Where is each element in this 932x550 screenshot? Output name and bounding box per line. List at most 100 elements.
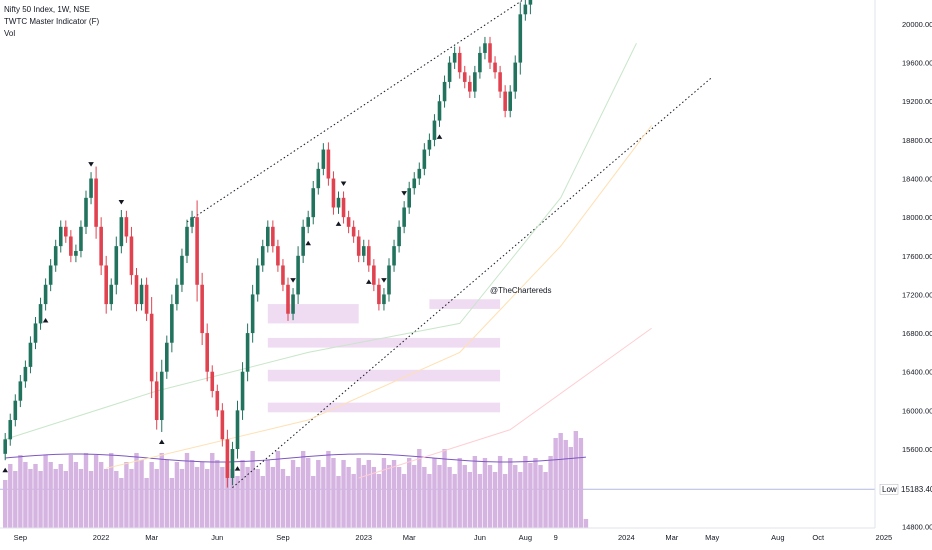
- volume-bar: [326, 451, 331, 528]
- candle-body: [149, 313, 154, 382]
- volume-bar: [3, 480, 8, 528]
- zone-rect: [267, 337, 501, 348]
- price-axis[interactable]: 23200.0022800.0022400.0021200.0020800.00…: [902, 0, 932, 550]
- trend-lines: [5, 0, 713, 489]
- volume-bar: [220, 467, 225, 528]
- volume-bar: [68, 455, 74, 528]
- volume-bar: [366, 460, 371, 528]
- x-tick-label: 2025: [876, 533, 893, 542]
- ma-line-orange: [106, 125, 652, 469]
- candle-body: [452, 52, 457, 63]
- candle-body: [119, 217, 124, 247]
- volume-bar: [568, 447, 573, 528]
- volume-bar: [482, 458, 488, 528]
- volume-bar: [205, 469, 210, 528]
- candle-body: [291, 294, 295, 314]
- volume-bar: [245, 467, 250, 528]
- candle-body: [306, 217, 310, 227]
- volume-bar: [467, 472, 472, 528]
- candle-body: [473, 72, 477, 92]
- volume-ma-line: [5, 453, 586, 463]
- volume-bar: [371, 467, 377, 528]
- candle-body: [43, 284, 48, 305]
- volume-bar: [48, 462, 53, 528]
- y-tick-label: 18400.00: [902, 175, 932, 184]
- candle-body: [498, 72, 502, 92]
- x-tick-label: May: [705, 533, 719, 542]
- level-name-box: [879, 483, 899, 495]
- volume-bar: [311, 476, 316, 528]
- candle-body: [392, 246, 396, 266]
- volume-bar: [250, 451, 255, 528]
- candle-body: [255, 265, 260, 295]
- volume-bar: [548, 456, 553, 528]
- zone-rectangles: [267, 299, 501, 413]
- volume-bar: [270, 467, 276, 528]
- candle-body: [356, 236, 361, 256]
- volume-bar: [169, 478, 175, 528]
- candle-body: [407, 188, 411, 208]
- candle-body: [382, 294, 386, 305]
- candle-body: [468, 81, 472, 92]
- candle-body: [195, 217, 199, 285]
- candle-body: [493, 62, 497, 73]
- candle-body: [523, 4, 528, 15]
- volume-bar: [563, 440, 568, 528]
- candle-body: [417, 168, 422, 179]
- volume-bar: [23, 462, 28, 528]
- candle-body: [281, 265, 285, 285]
- volume-bar: [573, 431, 579, 528]
- candle-body: [8, 420, 13, 440]
- chart-symbol-title: Nifty 50 Index, 1W, NSE: [4, 5, 90, 14]
- y-tick-label: 19200.00: [902, 97, 932, 106]
- volume-bar: [78, 469, 84, 528]
- candle-body: [351, 226, 356, 237]
- candle-body: [99, 226, 103, 266]
- volume-bar: [295, 467, 301, 528]
- x-tick-label: Jun: [211, 533, 223, 542]
- candle-body: [427, 139, 432, 150]
- candle-body: [18, 381, 23, 401]
- candle-body: [250, 294, 255, 334]
- candle-body: [225, 439, 230, 478]
- volume-bar: [164, 460, 169, 528]
- candle-body: [235, 410, 240, 449]
- candle-body: [170, 304, 174, 343]
- candle-body: [528, 0, 533, 5]
- time-axis[interactable]: Sep 2022 Mar Jun Sep 2023 Mar Jun Aug 9 2024 Mar May…: [14, 533, 893, 542]
- candle-body: [432, 120, 437, 140]
- candle-body: [316, 168, 321, 189]
- volume-bar: [13, 471, 18, 528]
- volume-bar: [73, 462, 79, 528]
- y-tick-label: 16800.00: [902, 329, 932, 338]
- volume-bar: [457, 458, 462, 528]
- pivot-markers: [2, 134, 443, 473]
- volume-bar: [275, 451, 281, 528]
- x-tick-label: Sep: [276, 533, 289, 542]
- volume-bar: [558, 433, 563, 528]
- volume-bar: [346, 467, 351, 528]
- watermark-text: @TheChartereds: [490, 286, 551, 295]
- volume-indicator-label[interactable]: Vol: [4, 29, 16, 38]
- candle-body: [144, 284, 149, 314]
- indicator-label[interactable]: TWTC Master Indicator (F): [4, 17, 100, 26]
- volume-bar: [331, 458, 336, 528]
- ma-line-red: [358, 327, 652, 479]
- volume-bar: [538, 465, 543, 528]
- y-tick-label: 17600.00: [902, 252, 932, 261]
- x-tick-label: 9: [554, 533, 558, 542]
- candle-body: [58, 226, 63, 247]
- volume-bar: [497, 456, 503, 528]
- pivot-high-marker: [88, 162, 94, 167]
- volume-bar: [210, 453, 215, 528]
- x-tick-label: Sep: [14, 533, 27, 542]
- volume-bar: [88, 471, 94, 528]
- volume-bar: [18, 455, 23, 528]
- volume-bar: [351, 474, 356, 528]
- volume-bar: [472, 456, 478, 528]
- y-tick-label: 19600.00: [902, 59, 932, 68]
- volume-bar: [300, 451, 306, 528]
- candle-body: [84, 197, 88, 227]
- candle-body: [503, 91, 507, 111]
